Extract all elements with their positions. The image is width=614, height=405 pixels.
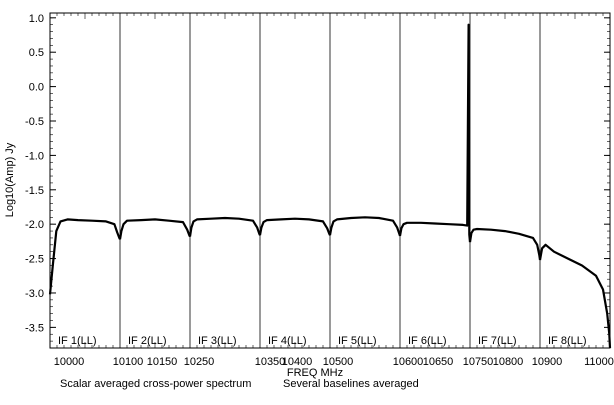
footer-right-caption: Several baselines averaged — [283, 378, 419, 390]
if-panel-label: IF 3(LL) — [198, 335, 237, 347]
x-tick-label: 10250 — [184, 356, 215, 368]
spectrum-line-if-1 — [48, 218, 121, 295]
spectrum-line-if-2 — [118, 218, 191, 240]
x-tick-label: 10350 — [255, 356, 286, 368]
y-tick-label: -0.5 — [25, 116, 44, 128]
y-tick-label: -3.0 — [25, 288, 44, 300]
if-panel-label: IF 5(LL) — [338, 335, 377, 347]
x-tick-label: 10900 — [532, 356, 563, 368]
y-tick-label: 1.0 — [29, 13, 44, 25]
y-tick-label: 0.5 — [29, 47, 44, 59]
x-tick-label: 10000 — [54, 356, 85, 368]
spectrum-line-if-7 — [468, 227, 542, 261]
spectrum-line-if-6 — [398, 23, 472, 243]
if-labels: IF 1(LL) IF 2(LL) IF 3(LL) IF 4(LL) IF 5(LL)… — [58, 335, 587, 347]
x-tick-label: 10650 — [423, 356, 454, 368]
y-tick-label: -2.0 — [25, 219, 44, 231]
x-axis-label: FREQ MHz — [287, 367, 343, 379]
x-tick-label: 10100 — [113, 356, 144, 368]
y-tick-label: 0.0 — [29, 82, 44, 94]
x-tick-label: 10750 — [463, 356, 494, 368]
x-tick-label: 10150 — [147, 356, 178, 368]
y-tick-label: -1.0 — [25, 150, 44, 162]
if-panel-label: IF 7(LL) — [478, 335, 517, 347]
x-tick-label: 10800 — [493, 356, 524, 368]
if-panel-label: IF 2(LL) — [128, 335, 167, 347]
spectrum-line-if-4 — [258, 217, 331, 236]
if-panel-label: IF 1(LL) — [58, 335, 97, 347]
x-tick-label: 11000 — [584, 356, 614, 368]
y-tick-label: -1.5 — [25, 185, 44, 197]
y-tick-label: -3.5 — [25, 322, 44, 334]
if-dividers — [119, 13, 541, 348]
if-panel-label: IF 6(LL) — [408, 335, 447, 347]
x-tick-label: 10600 — [393, 356, 424, 368]
if-panel-label: IF 8(LL) — [548, 335, 587, 347]
if-panel-label: IF 4(LL) — [268, 335, 307, 347]
y-axis-label: Log10(Amp) Jy — [4, 142, 16, 217]
spectrum-series — [48, 23, 612, 349]
x-tick-label: 10500 — [323, 356, 354, 368]
x-tick-label: 10400 — [282, 356, 313, 368]
spectrum-line-if-3 — [188, 216, 261, 237]
y-tick-label: -2.5 — [25, 254, 44, 266]
footer-left-caption: Scalar averaged cross-power spectrum — [60, 378, 252, 390]
spectrum-line-if-8 — [538, 243, 612, 349]
y-tick-labels: 1.0 0.5 0.0 -0.5 -1.0 -1.5 -2.0 -2.5 -3.0 -3.5 — [25, 13, 44, 335]
spectrum-line-if-5 — [328, 216, 402, 237]
